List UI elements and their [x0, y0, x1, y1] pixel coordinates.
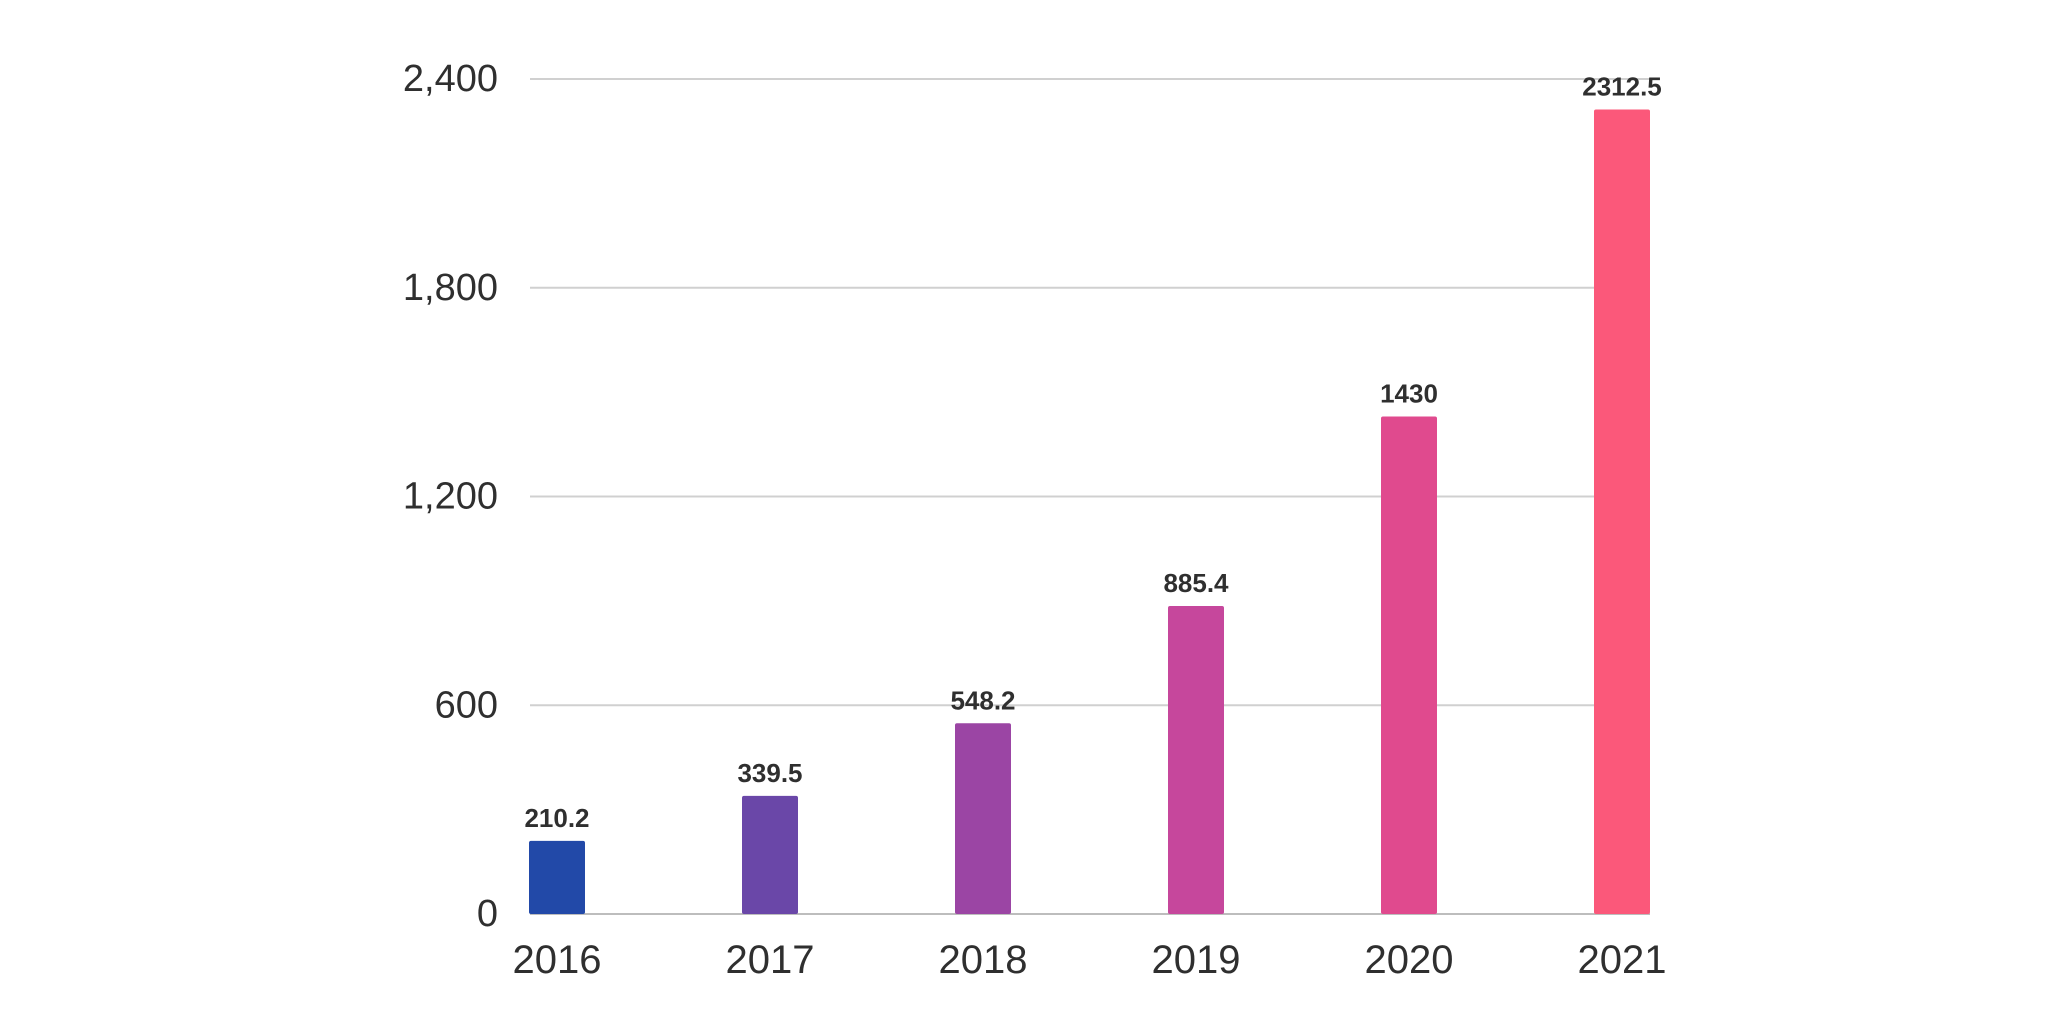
x-tick-label: 2021 — [1578, 938, 1667, 982]
y-tick-label: 1,800 — [403, 267, 498, 309]
y-tick-label: 1,200 — [403, 476, 498, 518]
y-tick-label: 600 — [435, 684, 498, 726]
bar-2020 — [1381, 416, 1437, 914]
bar-2019 — [1168, 605, 1224, 914]
y-tick-label: 2,400 — [403, 58, 498, 100]
bar-2016 — [529, 840, 585, 914]
y-tick-label: 0 — [477, 893, 498, 935]
bars — [529, 109, 1650, 915]
data-labels: 210.2 339.5 548.2 885.4 1430 2312.5 — [524, 71, 1661, 832]
data-label-2020: 1430 — [1380, 378, 1438, 408]
data-label-2016: 210.2 — [524, 803, 589, 833]
data-label-2017: 339.5 — [737, 758, 802, 788]
data-label-2021: 2312.5 — [1582, 71, 1662, 101]
x-axis: 2016 2017 2018 2019 2020 2021 — [513, 938, 1667, 982]
bar-2018 — [955, 723, 1011, 914]
bar-2017 — [742, 795, 798, 914]
x-tick-label: 2017 — [726, 938, 815, 982]
x-tick-label: 2020 — [1365, 938, 1454, 982]
x-tick-label: 2018 — [939, 938, 1028, 982]
y-axis: 0 600 1,200 1,800 2,400 — [403, 58, 498, 935]
gridlines — [530, 78, 1650, 915]
bar-2021 — [1594, 109, 1650, 915]
x-tick-label: 2019 — [1152, 938, 1241, 982]
data-label-2018: 548.2 — [950, 685, 1015, 715]
data-label-2019: 885.4 — [1163, 568, 1229, 598]
x-tick-label: 2016 — [513, 938, 602, 982]
